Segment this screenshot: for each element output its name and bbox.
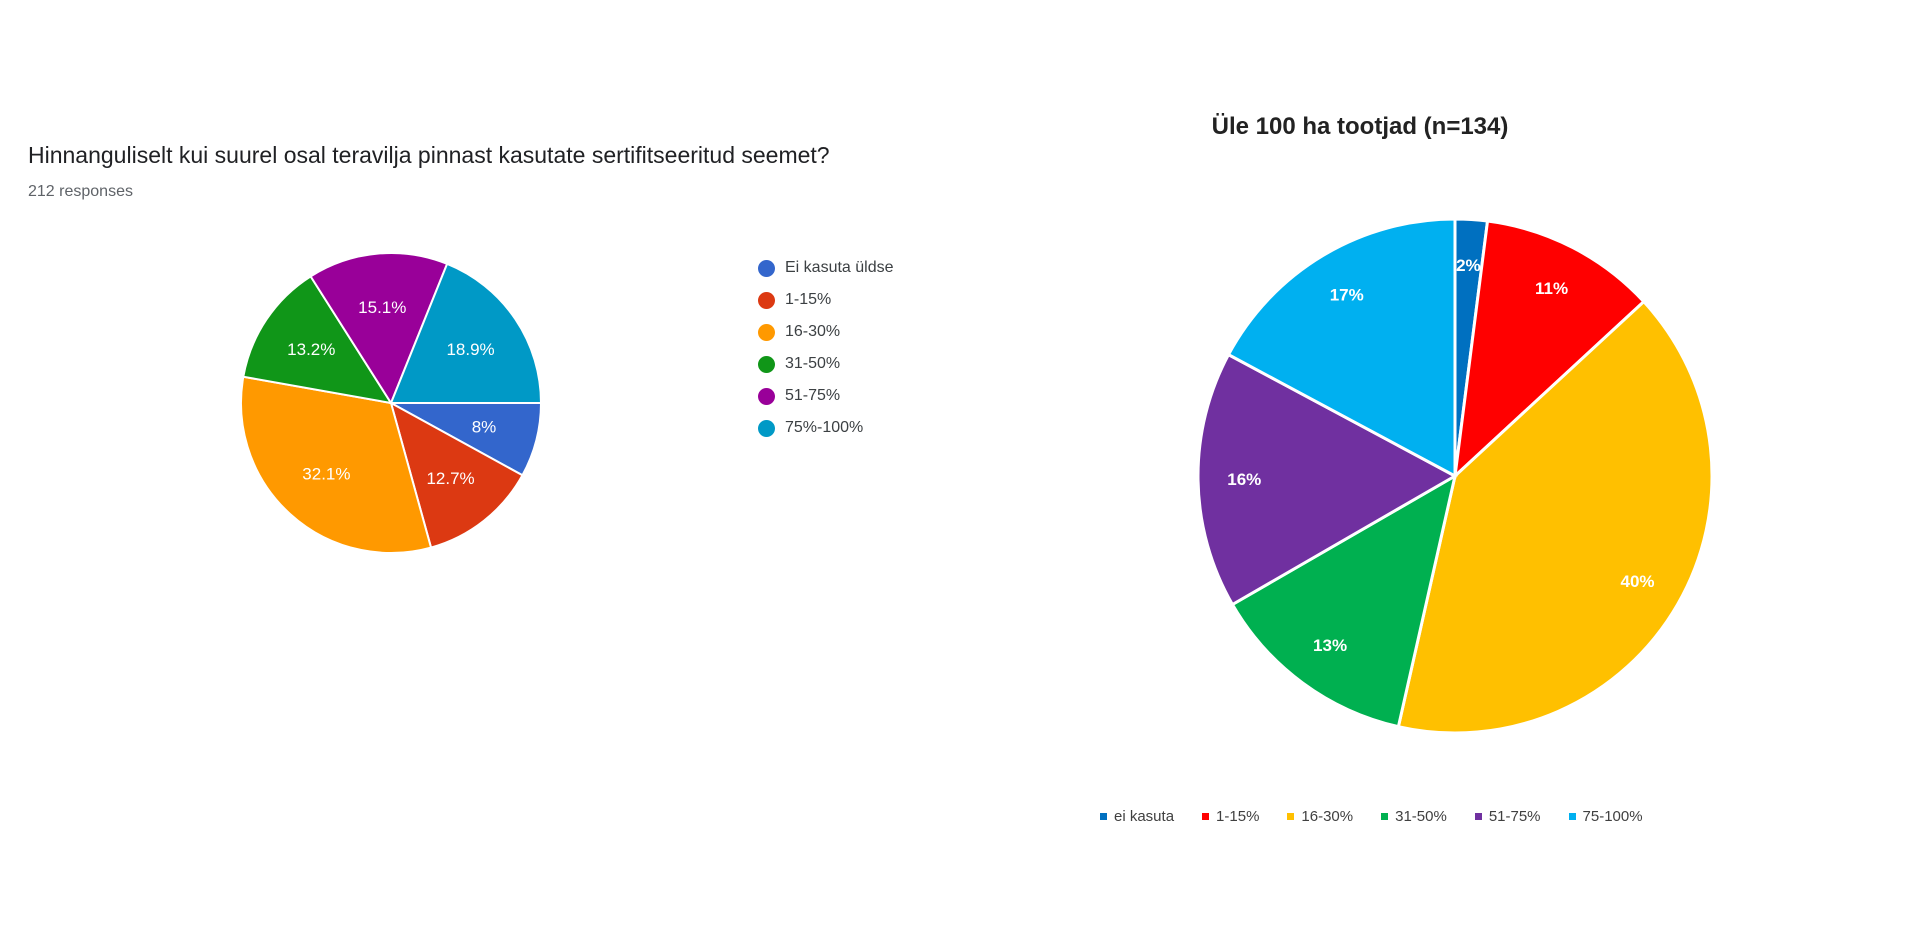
pie2-label-0: 2% (1456, 256, 1481, 275)
pie1-label-1: 12.7% (426, 469, 474, 488)
legend2-label-2: 16-30% (1301, 808, 1354, 825)
pie1-label-0: 8% (472, 417, 497, 436)
legend1-label-2: 16-30% (785, 323, 841, 340)
pie2-slice-4 (1196, 352, 1459, 607)
legend1-item-2: 16-30% (758, 316, 894, 348)
pie-chart-1: 8% 12.7% 32.1% 13.2% 15.1% 18.9% (240, 252, 543, 554)
legend2-item-4: 51-75% (1474, 808, 1541, 825)
legend1-item-5: 75%-100% (758, 412, 894, 444)
legend2-item-5: 75-100% (1568, 808, 1643, 825)
pie2-slice-3 (1230, 472, 1458, 729)
chart-1: Hinnanguliselt kui suurel osal teravilja… (28, 142, 894, 554)
legend1-item-3: 31-50% (758, 348, 894, 380)
legend2-swatch-0 (1100, 813, 1107, 820)
pie2-label-4: 16% (1227, 470, 1261, 489)
pie1-label-5: 18.9% (446, 340, 494, 359)
pie2-slice-1 (1452, 219, 1646, 480)
pie-chart-2: 2% 11% 40% 13% 16% 17% (1196, 217, 1714, 735)
pie1-label-4: 15.1% (358, 298, 406, 317)
pie2-slice-2 (1396, 299, 1714, 735)
legend2-item-2: 16-30% (1287, 808, 1353, 825)
legend-1: Ei kasuta üldse 1-15% 16-30% 31-50% 51-75% 75… (758, 252, 894, 444)
legend2-label-1: 1-15% (1216, 808, 1260, 825)
legend1-swatch-2 (758, 323, 775, 341)
pie2-slice-5 (1226, 217, 1457, 479)
legend1-label-1: 1-15% (785, 291, 832, 308)
legend1-label-0: Ei kasuta üldse (785, 259, 894, 276)
legend1-swatch-4 (758, 387, 775, 405)
pie2-label-2: 40% (1620, 572, 1654, 591)
legend2-label-3: 31-50% (1395, 808, 1447, 825)
pie1-slice-2 (240, 375, 433, 554)
legend2-item-0: ei kasuta (1100, 808, 1174, 825)
legend2-swatch-3 (1381, 813, 1389, 820)
legend2-swatch-4 (1474, 813, 1482, 820)
legend2-item-1: 1-15% (1202, 808, 1259, 825)
legend1-swatch-3 (758, 355, 775, 373)
pie1-label-3: 13.2% (287, 340, 335, 359)
pie2-label-1: 11% (1535, 279, 1568, 298)
legend2-swatch-1 (1202, 813, 1210, 820)
legend1-swatch-1 (758, 291, 775, 309)
chart-1-subtitle: 212 responses (28, 183, 133, 200)
legend1-item-4: 51-75% (758, 380, 894, 412)
pie1-slice-4 (309, 252, 449, 406)
legend2-swatch-2 (1287, 813, 1295, 820)
chart-2: Üle 100 ha tootjad (n=134) 2% 11% 40% 13% 16… (1100, 0, 1920, 936)
legend-2: ei kasuta 1-15% 16-30% 31-50% 51-75% 75-100% (1100, 808, 1800, 825)
legend2-swatch-5 (1568, 813, 1576, 820)
legend1-item-1: 1-15% (758, 284, 894, 316)
pie1-slice-5 (389, 262, 543, 404)
pie1-slice-1 (389, 400, 524, 549)
chart-1-title: Hinnanguliselt kui suurel osal teravilja… (28, 142, 830, 168)
legend1-label-5: 75%-100% (785, 419, 864, 436)
legend1-swatch-5 (758, 419, 775, 437)
legend1-swatch-0 (758, 259, 775, 277)
pie1-label-2: 32.1% (302, 465, 350, 484)
pie2-label-5: 17% (1330, 286, 1364, 305)
chart-2-title: Üle 100 ha tootjad (n=134) (1211, 113, 1509, 140)
legend2-label-0: ei kasuta (1114, 808, 1175, 825)
pie1-slice-3 (242, 274, 394, 405)
legend2-label-4: 51-75% (1488, 808, 1541, 825)
legend1-label-3: 31-50% (785, 355, 841, 372)
legend2-label-5: 75-100% (1582, 808, 1643, 825)
legend1-item-0: Ei kasuta üldse (758, 252, 894, 284)
pie2-label-3: 13% (1313, 636, 1347, 655)
legend2-item-3: 31-50% (1381, 808, 1447, 825)
legend1-label-4: 51-75% (785, 387, 841, 404)
